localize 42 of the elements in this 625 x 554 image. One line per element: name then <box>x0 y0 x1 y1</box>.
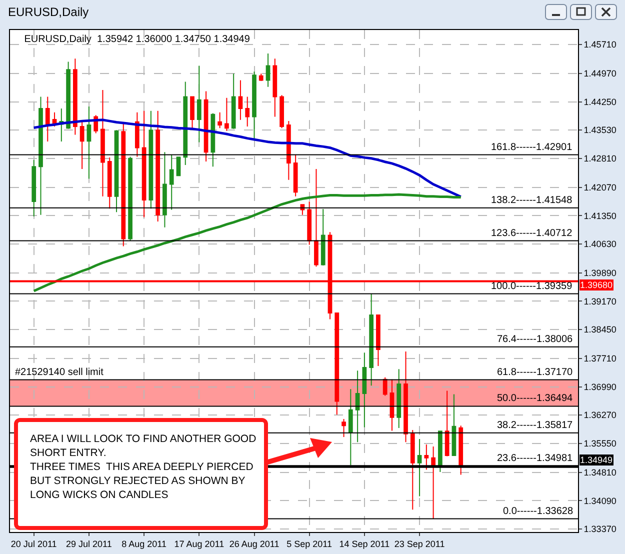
annotation: 61.8------1.37170 <box>497 367 574 378</box>
annotation: 100.0------1.39359 <box>491 281 573 292</box>
x-tick-label: 29 Jul 2011 <box>66 538 112 549</box>
annotation: 23.6------1.34981 <box>497 453 574 464</box>
x-tick-label: 17 Aug 2011 <box>174 538 224 549</box>
y-tick-label: 1.35550 <box>584 438 616 448</box>
ref-line-label: 1.34949 <box>580 455 613 465</box>
annotation: 123.6------1.40712 <box>491 228 573 239</box>
annotation: 50.0------1.36494 <box>497 393 574 404</box>
x-tick-label: 5 Sep 2011 <box>286 538 332 549</box>
y-tick-label: 1.38450 <box>584 324 616 335</box>
annotation: 38.2------1.35817 <box>497 420 574 431</box>
x-tick-label: 23 Sep 2011 <box>394 538 445 549</box>
band-label: #21529140 sell limit <box>15 367 104 378</box>
x-tick-label: 8 Aug 2011 <box>122 538 166 549</box>
y-tick-label: 1.45710 <box>584 40 616 50</box>
y-tick-label: 1.42070 <box>584 182 616 193</box>
annotation: 0.0------1.33628 <box>503 506 574 517</box>
x-tick-label: 26 Aug 2011 <box>229 538 280 549</box>
callout-box: AREA I WILL LOOK TO FIND ANOTHER GOOD SHORT ENTRY. THREE TIMES THIS AREA DEEPLY PIERCED BUT STRONGLY REJECTED AS SHOWN BY LONG WICKS ON CANDLES <box>14 418 268 530</box>
y-tick-label: 1.36270 <box>584 410 616 420</box>
annotation: 138.2------1.41548 <box>491 195 573 206</box>
y-tick-label: 1.39170 <box>584 296 616 306</box>
annotation: 161.8------1.42901 <box>491 142 573 153</box>
x-tick-label: 20 Jul 2011 <box>10 538 57 549</box>
chart-title: EURUSD,Daily <box>8 5 89 19</box>
y-tick-label: 1.41350 <box>584 210 616 221</box>
y-tick-label: 1.42810 <box>584 154 616 164</box>
chart-title: EURUSD,Daily 1.35942 1.36000 1.34750 1.34949 <box>24 34 250 46</box>
y-tick-label: 1.33370 <box>584 524 616 534</box>
y-tick-label: 1.44250 <box>584 96 616 107</box>
y-tick-label: 1.39890 <box>584 268 616 278</box>
y-tick-label: 1.43530 <box>584 125 616 136</box>
y-tick-label: 1.37710 <box>584 354 616 364</box>
y-tick-label: 1.34810 <box>584 467 616 478</box>
ref-line-label: 1.39680 <box>580 280 613 290</box>
annotation: 76.4------1.38006 <box>497 334 574 345</box>
y-tick-label: 1.34090 <box>584 496 616 506</box>
y-tick-label: 1.36990 <box>584 382 616 392</box>
x-tick-label: 14 Sep 2011 <box>339 538 390 549</box>
y-tick-label: 1.44970 <box>584 68 616 79</box>
y-tick-label: 1.40630 <box>584 239 616 250</box>
